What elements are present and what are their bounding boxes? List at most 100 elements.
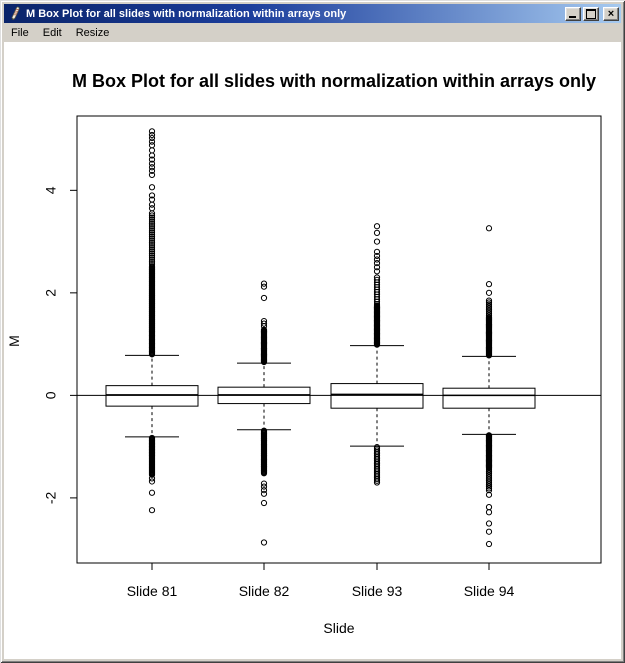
- outlier-point: [485, 289, 493, 296]
- box-1: [105, 385, 199, 407]
- outlier-point: [373, 268, 381, 275]
- outlier-point: [148, 507, 156, 514]
- menu-resize[interactable]: Resize: [75, 26, 110, 39]
- plot-canvas: [4, 42, 621, 659]
- maximize-button[interactable]: [583, 6, 599, 21]
- outlier-point: [148, 167, 156, 174]
- outlier-point: [148, 220, 156, 228]
- outlier-point: [148, 237, 156, 244]
- outlier-point: [148, 212, 156, 219]
- x-category-label: Slide 94: [464, 583, 515, 599]
- outlier-point: [148, 201, 156, 208]
- outlier-point: [260, 280, 268, 287]
- menu-file[interactable]: File: [11, 26, 29, 39]
- outlier-point: [485, 297, 493, 304]
- chart-title: M Box Plot for all slides with normaliza…: [71, 71, 597, 91]
- outlier-point: [485, 509, 493, 516]
- close-button[interactable]: ×: [603, 6, 619, 21]
- outlier-point: [148, 471, 156, 478]
- outlier-point: [148, 147, 156, 154]
- outlier-point: [148, 142, 156, 149]
- box-4: [442, 387, 536, 409]
- outlier-point: [148, 134, 156, 142]
- outlier-point: [148, 164, 156, 171]
- outlier-point: [373, 238, 381, 245]
- window-controls: ×: [563, 6, 619, 21]
- window-title: M Box Plot for all slides with normaliza…: [26, 7, 347, 20]
- outlier-point: [260, 294, 268, 302]
- outlier-point: [148, 196, 156, 203]
- outlier-point: [148, 184, 156, 191]
- outlier-point: [148, 231, 156, 238]
- outlier-point: [148, 229, 156, 236]
- outlier-point: [148, 160, 156, 167]
- outlier-point: [373, 260, 381, 267]
- outlier-point: [260, 490, 268, 497]
- outlier-point: [148, 156, 156, 163]
- outlier-point: [373, 256, 381, 263]
- outlier-point: [373, 229, 381, 236]
- outlier-point: [148, 489, 156, 496]
- outlier-point: [148, 241, 156, 249]
- outlier-point: [148, 478, 156, 485]
- outlier-point: [148, 225, 156, 232]
- x-category-label: Slide 81: [127, 583, 178, 599]
- outlier-point: [260, 326, 268, 333]
- outlier-point: [148, 192, 156, 199]
- outlier-point: [485, 487, 493, 494]
- outlier-point: [148, 246, 156, 253]
- outlier-point: [148, 131, 156, 139]
- menubar: File Edit Resize: [4, 23, 621, 42]
- outlier-point: [148, 239, 156, 247]
- outlier-point: [148, 205, 156, 212]
- outlier-point: [148, 254, 156, 261]
- feather-icon: [11, 6, 20, 21]
- outlier-point: [148, 214, 156, 221]
- y-tick-label: 4: [43, 186, 59, 194]
- outlier-point: [148, 227, 156, 234]
- outlier-point: [485, 528, 493, 535]
- outlier-point: [485, 225, 493, 232]
- plot-border: [76, 115, 602, 564]
- menu-edit[interactable]: Edit: [42, 26, 62, 39]
- outlier-point: [373, 223, 381, 230]
- outlier-point: [148, 218, 156, 225]
- outlier-point: [260, 483, 268, 490]
- outlier-point: [148, 260, 156, 268]
- outlier-point: [373, 248, 381, 255]
- outlier-point: [373, 479, 381, 486]
- outlier-point: [260, 487, 268, 494]
- outlier-point: [485, 504, 493, 511]
- x-axis-label: Slide: [323, 620, 355, 636]
- outlier-point: [373, 274, 381, 281]
- outlier-point: [260, 317, 268, 325]
- outlier-point: [148, 263, 156, 270]
- minimize-icon: [569, 15, 576, 18]
- outlier-point: [373, 252, 381, 260]
- outlier-point: [260, 480, 268, 487]
- outlier-point: [148, 244, 156, 251]
- outlier-point: [148, 222, 156, 230]
- y-axis-label: M: [6, 335, 22, 347]
- x-category-label: Slide 82: [239, 583, 290, 599]
- y-tick-label: 2: [43, 289, 59, 297]
- minimize-button[interactable]: [565, 6, 581, 21]
- outlier-point: [485, 520, 493, 527]
- outlier-point: [485, 540, 493, 548]
- outlier-point: [148, 248, 156, 255]
- outlier-point: [485, 301, 493, 308]
- outlier-point: [260, 320, 268, 327]
- outlier-point: [148, 233, 156, 240]
- y-tick-label: 0: [43, 391, 59, 399]
- outlier-point: [373, 276, 381, 283]
- outlier-point: [485, 483, 493, 490]
- titlebar[interactable]: M Box Plot for all slides with normaliza…: [4, 4, 621, 23]
- outlier-point: [148, 216, 156, 223]
- outlier-point: [485, 491, 493, 498]
- y-tick-label: -2: [43, 491, 59, 504]
- outlier-point: [485, 281, 493, 288]
- outlier-point: [148, 258, 156, 266]
- close-icon: ×: [607, 7, 615, 20]
